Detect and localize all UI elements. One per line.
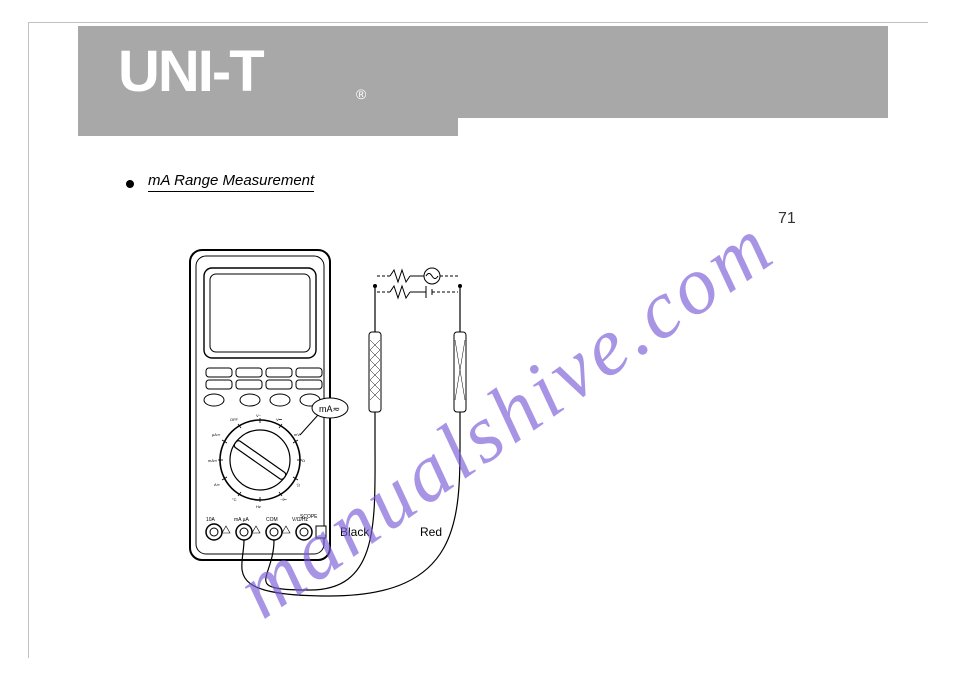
red-probe: [454, 284, 466, 412]
page-number: 71: [778, 210, 796, 228]
svg-text:OFF: OFF: [230, 417, 239, 422]
header-extension: [78, 118, 458, 136]
black-probe-label: Black: [340, 525, 370, 539]
svg-text:Hz: Hz: [256, 504, 261, 509]
multimeter-diagram: V~ V⎓ mV Ω ∙)) ⊣⊢ Hz °C A≂ mA≂ µA≂ OFF m…: [180, 240, 510, 600]
svg-text:∙)): ∙)): [296, 482, 300, 487]
svg-text:mV: mV: [294, 432, 300, 437]
svg-text:Ω: Ω: [302, 458, 305, 463]
svg-text:COM: COM: [266, 517, 278, 523]
section-bullet: [126, 180, 134, 188]
registered-mark: ®: [356, 86, 366, 102]
svg-text:A≂: A≂: [214, 482, 220, 487]
brand-logo: UNI-T: [118, 38, 263, 105]
black-probe: [369, 284, 381, 412]
ac-source-circuit: [377, 268, 458, 284]
dc-source-circuit: [377, 286, 458, 298]
svg-text:°C: °C: [232, 497, 237, 502]
svg-text:V⎓: V⎓: [276, 417, 283, 422]
svg-text:mA≂: mA≂: [208, 458, 217, 463]
svg-text:V~: V~: [256, 413, 262, 418]
svg-text:10A: 10A: [206, 517, 216, 523]
svg-text:mA µA: mA µA: [234, 517, 249, 523]
svg-text:µA≂: µA≂: [212, 432, 220, 437]
red-probe-label: Red: [420, 525, 442, 539]
svg-text:⊣⊢: ⊣⊢: [280, 497, 287, 502]
dial-callout-label: mA≂: [319, 404, 340, 414]
svg-text:V/Ω/Hz: V/Ω/Hz: [292, 517, 308, 523]
section-title: mA Range Measurement: [148, 172, 314, 192]
